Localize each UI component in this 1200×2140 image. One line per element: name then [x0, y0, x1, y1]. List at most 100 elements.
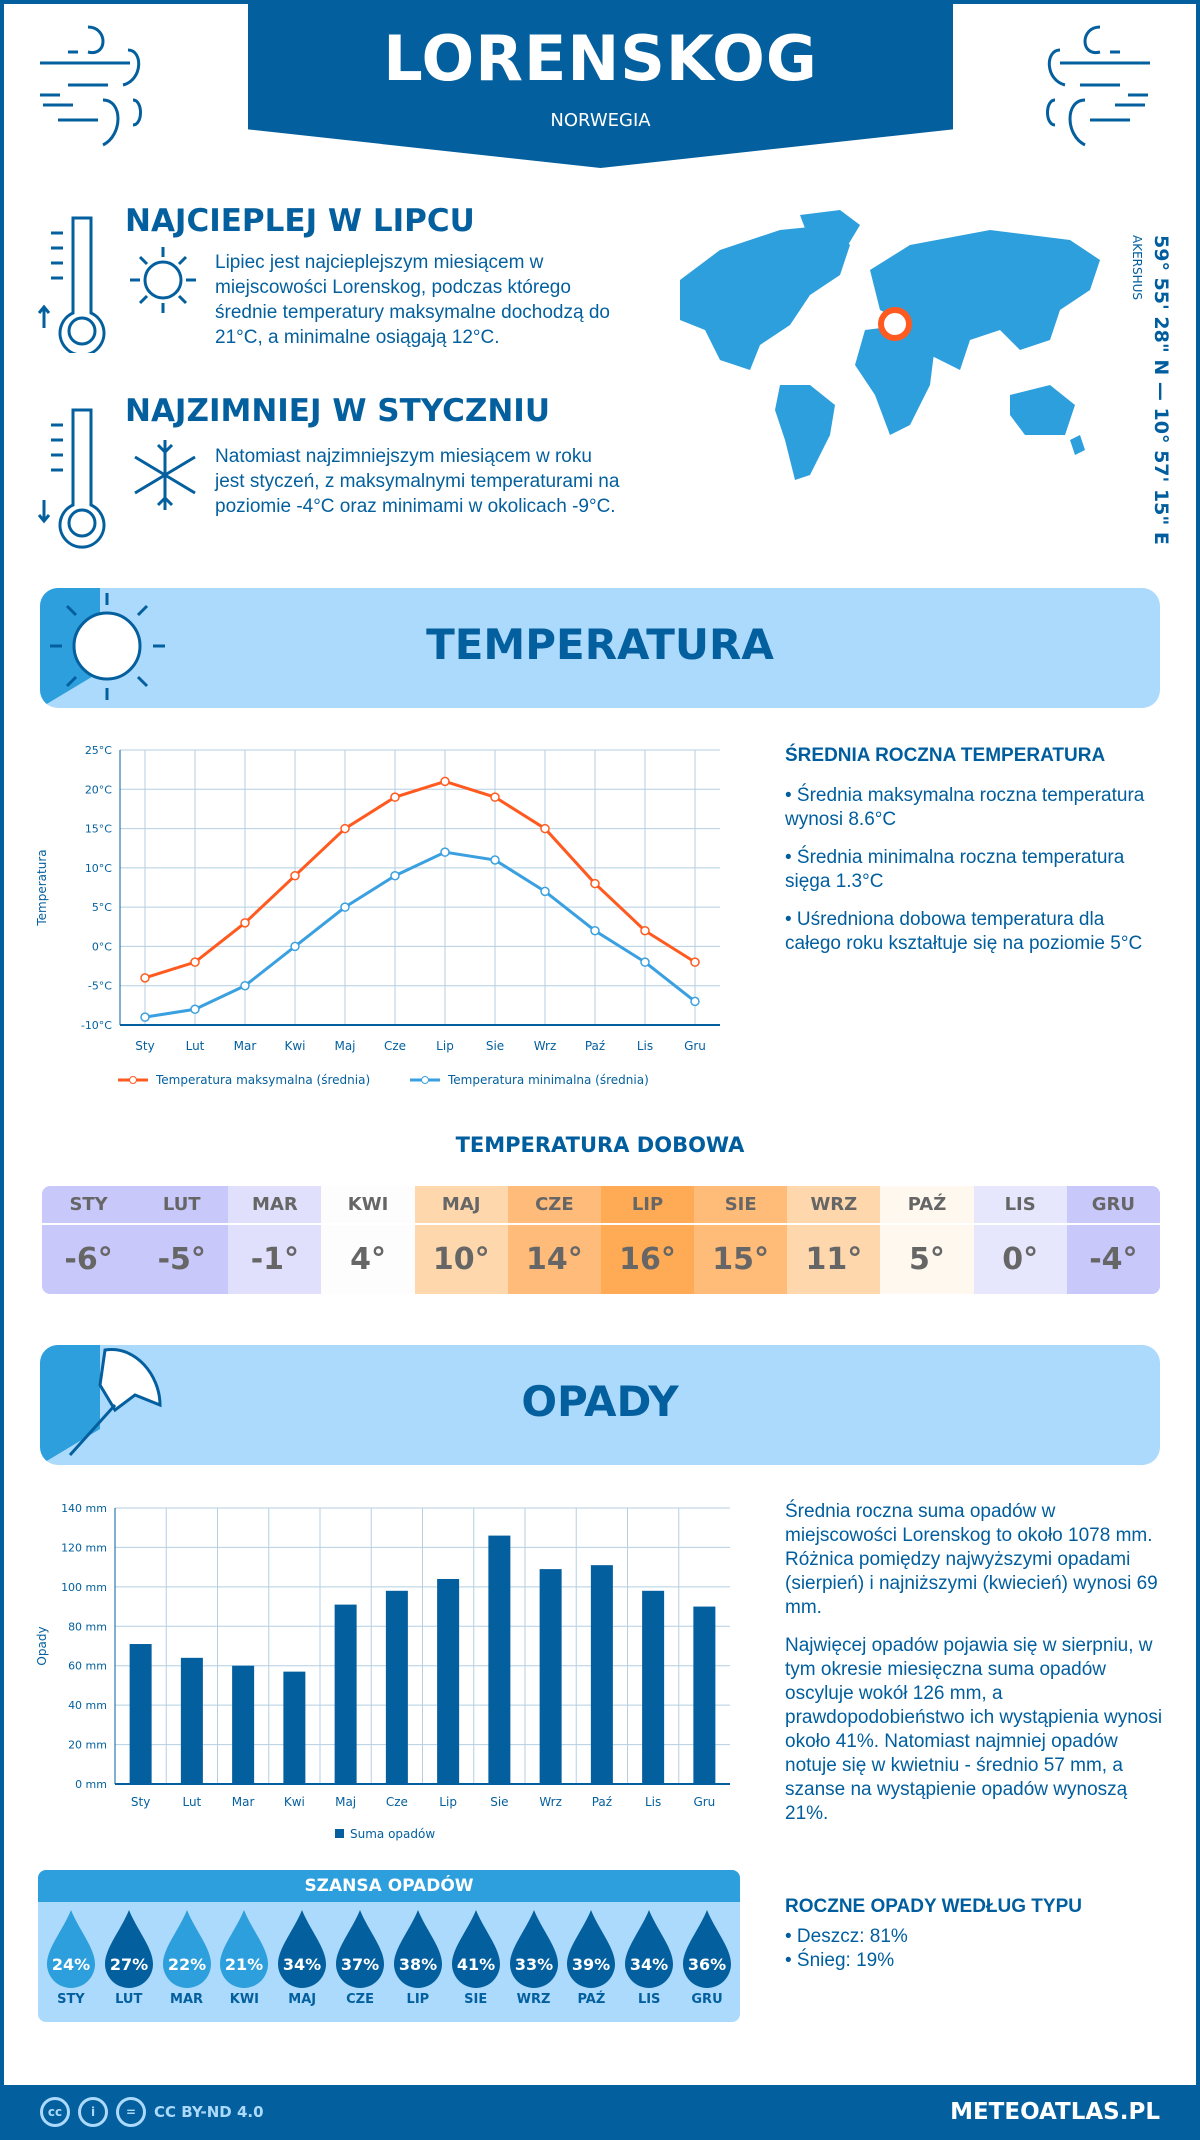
y-tick-label: 20 mm [68, 1739, 107, 1752]
data-point [440, 847, 450, 857]
raindrop-icon: 36% [683, 1910, 732, 1988]
chance-month: MAR [170, 1992, 204, 2007]
data-point [540, 886, 550, 897]
chance-month: LIP [406, 1992, 430, 2007]
umbrella-rain-icon [68, 1348, 162, 1457]
data-point [590, 925, 600, 936]
legend-label: Temperatura minimalna (średnia) [447, 1073, 649, 1087]
series-line-1 [144, 850, 696, 1019]
x-tick-label: Cze [384, 1039, 406, 1053]
data-point [340, 823, 350, 834]
x-tick-label: Mar [232, 1795, 255, 1809]
wind-icon-left [40, 25, 142, 147]
thermometer-cold-icon [38, 408, 106, 549]
data-point [190, 1004, 200, 1015]
data-point [690, 957, 700, 967]
bar [539, 1569, 562, 1784]
daily-value-10: 0° [973, 1224, 1067, 1294]
y-tick-label: 20°C [85, 783, 112, 796]
daily-value-5: 14° [507, 1224, 601, 1294]
legend-swatch [335, 1829, 344, 1838]
x-tick-label: Lis [637, 1039, 653, 1053]
data-point [140, 973, 150, 983]
precipitation-type-heading: ROCZNE OPADY WEDŁUG TYPU [785, 1896, 1082, 1917]
data-point [390, 792, 400, 802]
x-tick-label: Lip [439, 1795, 457, 1809]
daily-month-11: GRU [1066, 1186, 1160, 1225]
data-point [290, 870, 300, 881]
precipitation-text: Najwięcej opadów pojawia się w sierpniu,… [785, 1635, 1163, 1824]
precipitation-chance-heading: SZANSA OPADÓW [38, 1870, 740, 1902]
daily-month-8: WRZ [787, 1186, 881, 1225]
daily-month-9: PAŹ [880, 1186, 974, 1225]
world-map [680, 210, 1100, 480]
bar [488, 1535, 511, 1784]
precipitation-type-rain: • Deszcz: 81% [785, 1926, 908, 1947]
chance-item: 24% STY [44, 1908, 98, 2007]
chance-item: 37% CZE [333, 1908, 387, 2007]
chance-value: 21% [225, 1955, 263, 1974]
data-point [690, 996, 700, 1007]
snowflake-icon [134, 440, 196, 510]
bar [385, 1590, 408, 1784]
chance-month: KWI [229, 1992, 260, 2007]
bar [642, 1590, 665, 1784]
chance-value: 36% [688, 1955, 726, 1974]
data-point [190, 957, 200, 967]
data-point [140, 1012, 150, 1022]
location-marker-icon [878, 307, 912, 341]
raindrop-icon: 37% [336, 1910, 385, 1988]
daily-value-8: 11° [787, 1224, 881, 1294]
site-link[interactable]: METEOATLAS.PL [950, 2099, 1160, 2125]
chance-value: 34% [630, 1955, 668, 1974]
y-tick-label: 140 mm [61, 1502, 107, 1515]
precipitation-section-title: OPADY [521, 1377, 679, 1426]
y-axis-label: Temperatura [35, 849, 49, 926]
legend-label: Temperatura maksymalna (średnia) [155, 1073, 370, 1087]
chance-month: LUT [115, 1992, 143, 2007]
chance-month: CZE [346, 1992, 374, 2007]
daily-month-0: STY [42, 1186, 136, 1225]
bar [283, 1671, 306, 1784]
y-tick-label: -10°C [81, 1019, 112, 1032]
temperature-section-banner: TEMPERATURA [40, 588, 1160, 708]
header-banner [248, 0, 953, 168]
raindrop-icon: 38% [393, 1910, 442, 1988]
chance-month: STY [57, 1992, 85, 2007]
data-point [490, 792, 500, 802]
x-tick-label: Sie [490, 1795, 508, 1809]
data-point [640, 925, 650, 936]
chance-month: LIS [637, 1992, 661, 2007]
raindrop-icon: 27% [104, 1910, 153, 1988]
summary-item: • Średnia maksymalna roczna temperatura … [785, 785, 1145, 830]
series-line-0 [144, 779, 696, 980]
sun-large-icon [50, 593, 165, 700]
chance-value: 41% [457, 1955, 495, 1974]
legend-marker [129, 1076, 137, 1084]
data-point [240, 980, 250, 991]
temperature-section-title: TEMPERATURA [426, 620, 774, 669]
attribution-icon: i [78, 2097, 108, 2127]
bar [180, 1657, 203, 1784]
raindrop-icon: 22% [162, 1910, 211, 1988]
daily-month-1: LUT [135, 1186, 229, 1225]
data-point [390, 870, 400, 881]
raindrop-icon: 24% [46, 1910, 95, 1988]
daily-month-7: SIE [694, 1186, 788, 1225]
chance-item: 22% MAR [160, 1908, 214, 2007]
chance-value: 39% [572, 1955, 610, 1974]
chance-item: 27% LUT [102, 1908, 156, 2007]
license-label[interactable]: CC BY-ND 4.0 [154, 2103, 264, 2121]
warmest-title: NAJCIEPLEJ W LIPCU [125, 203, 475, 239]
bar [129, 1644, 152, 1784]
bar [232, 1665, 255, 1784]
chance-month: SIE [464, 1992, 488, 2007]
no-derivatives-icon: = [116, 2097, 146, 2127]
chance-month: MAJ [288, 1992, 317, 2007]
wind-icon-right [1046, 25, 1150, 147]
raindrop-icon: 33% [509, 1910, 558, 1988]
x-tick-label: Sty [135, 1039, 154, 1053]
chance-value: 22% [167, 1955, 205, 1974]
y-tick-label: 60 mm [68, 1660, 107, 1673]
region-label: AKERSHUS [1130, 235, 1144, 301]
